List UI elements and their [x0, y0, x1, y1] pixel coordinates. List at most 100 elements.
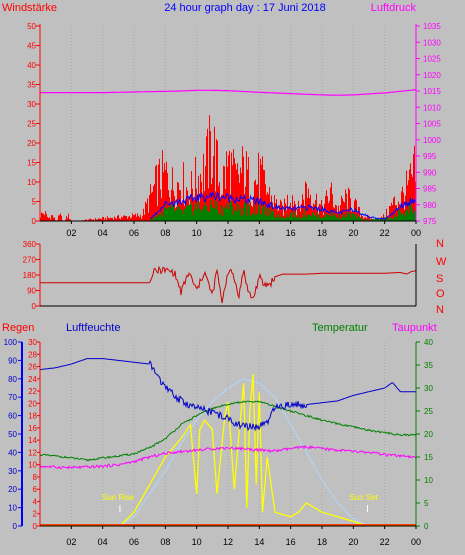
temperature-tick-label: 15: [424, 453, 433, 462]
direction-tick-label: 360: [23, 240, 37, 249]
humidity-tick-label: 16: [28, 424, 37, 433]
temperature-tick-label: 10: [424, 476, 433, 485]
left-tick-label: 0: [32, 217, 37, 226]
x-tick-label: 04: [98, 228, 108, 238]
temperature-tick-label: 40: [424, 338, 433, 347]
humidity-tick-label: 24: [28, 375, 37, 384]
direction-tick-label: 0: [32, 302, 37, 311]
rain-tick-label: 40: [8, 448, 17, 457]
humidity-tick-label: 10: [28, 461, 37, 470]
right-tick-label: 1025: [423, 55, 441, 64]
x-tick-label: 18: [317, 537, 327, 547]
dewpoint-line: [39, 445, 417, 470]
compass-label: N: [436, 238, 444, 250]
right-tick-label: 1030: [423, 38, 441, 47]
rain-tick-label: 90: [8, 356, 17, 365]
right-tick-label: 985: [423, 185, 437, 194]
dewpoint-label: Taupunkt: [392, 322, 437, 334]
humidity-tick-label: 28: [28, 350, 37, 359]
humidity-tick-label: 12: [28, 448, 37, 457]
compass-label: S: [436, 273, 443, 285]
humidity-tick-label: 26: [28, 363, 37, 372]
direction-tick-label: 90: [27, 287, 36, 296]
left-tick-label: 10: [27, 178, 36, 187]
rain-tick-label: 20: [8, 485, 17, 494]
x-tick-label: 06: [129, 537, 139, 547]
temperature-tick-label: 20: [424, 430, 433, 439]
compass-label: O: [436, 288, 445, 300]
right-tick-label: 995: [423, 152, 437, 161]
left-tick-label: 5: [32, 198, 37, 207]
humidity-tick-label: 18: [28, 412, 37, 421]
humidity-tick-label: 30: [28, 338, 37, 347]
x-tick-label: 16: [286, 537, 296, 547]
right-tick-label: 1005: [423, 120, 441, 129]
rain-tick-label: 0: [13, 522, 18, 531]
right-tick-label: 1020: [423, 71, 441, 80]
x-tick-label: 08: [160, 228, 170, 238]
compass-label: N: [436, 304, 444, 316]
x-tick-label: 10: [192, 228, 202, 238]
x-tick-label: 00: [411, 228, 421, 238]
humidity-tick-label: 22: [28, 387, 37, 396]
rain-tick-label: 60: [8, 412, 17, 421]
x-tick-label: 12: [223, 228, 233, 238]
rain-label: Regen: [2, 322, 34, 334]
rain-tick-label: 10: [8, 504, 17, 513]
x-tick-label: 20: [348, 228, 358, 238]
left-tick-label: 35: [27, 81, 36, 90]
temperature-tick-label: 30: [424, 384, 433, 393]
left-tick-label: 30: [27, 100, 36, 109]
x-tick-label: 22: [380, 537, 390, 547]
left-tick-label: 40: [27, 61, 36, 70]
right-tick-label: 1035: [423, 22, 441, 31]
x-tick-label: 14: [254, 228, 264, 238]
pressure-line: [40, 89, 417, 96]
direction-tick-label: 180: [23, 271, 37, 280]
right-tick-label: 1015: [423, 87, 441, 96]
temperature-tick-label: 5: [424, 499, 429, 508]
humidity-line: [39, 358, 416, 432]
temperature-tick-label: 0: [424, 522, 429, 531]
x-tick-label: 00: [411, 537, 421, 547]
chart-title: 24 hour graph day : 17 Juni 2018: [164, 2, 325, 14]
humidity-tick-label: 0: [33, 522, 38, 531]
rain-tick-label: 50: [8, 430, 17, 439]
temperature-line: [39, 400, 417, 462]
wind-direction-line: [40, 265, 417, 304]
right-tick-label: 980: [423, 201, 437, 210]
wind-average-bars: [150, 199, 416, 221]
rain-tick-label: 80: [8, 375, 17, 384]
sunrise-label: Sun Rise: [102, 493, 135, 502]
left-axis-label-wind: Windstärke: [2, 2, 57, 14]
x-tick-label: 10: [192, 537, 202, 547]
x-tick-label: 18: [317, 228, 327, 238]
humidity-label: Luftfeuchte: [66, 322, 120, 334]
right-axis-label-pressure: Luftdruck: [371, 2, 417, 14]
temperature-tick-label: 35: [424, 361, 433, 370]
left-tick-label: 45: [27, 42, 36, 51]
rain-tick-label: 30: [8, 467, 17, 476]
temperature-tick-label: 25: [424, 407, 433, 416]
x-tick-label: 16: [286, 228, 296, 238]
rain-tick-label: 70: [8, 393, 17, 402]
left-tick-label: 50: [27, 22, 36, 31]
left-tick-label: 20: [27, 139, 36, 148]
x-tick-label: 02: [66, 228, 76, 238]
humidity-tick-label: 8: [33, 473, 38, 482]
humidity-tick-label: 20: [28, 399, 37, 408]
rain-tick-label: 100: [4, 338, 18, 347]
x-tick-label: 08: [160, 537, 170, 547]
right-tick-label: 990: [423, 168, 437, 177]
temperature-label: Temperatur: [312, 322, 368, 334]
wind-average-line: [150, 191, 416, 220]
x-tick-label: 06: [129, 228, 139, 238]
left-tick-label: 25: [27, 120, 36, 129]
x-tick-label: 12: [223, 537, 233, 547]
solar-max-line: [40, 377, 416, 527]
humidity-tick-label: 2: [33, 510, 38, 519]
right-tick-label: 975: [423, 217, 437, 226]
x-tick-label: 02: [66, 537, 76, 547]
